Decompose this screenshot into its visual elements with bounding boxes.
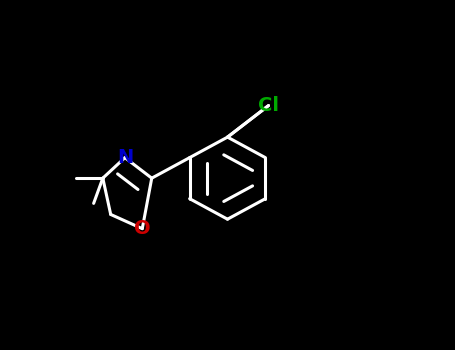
Text: O: O xyxy=(134,219,151,238)
Text: N: N xyxy=(117,148,133,167)
Text: Cl: Cl xyxy=(258,96,279,115)
